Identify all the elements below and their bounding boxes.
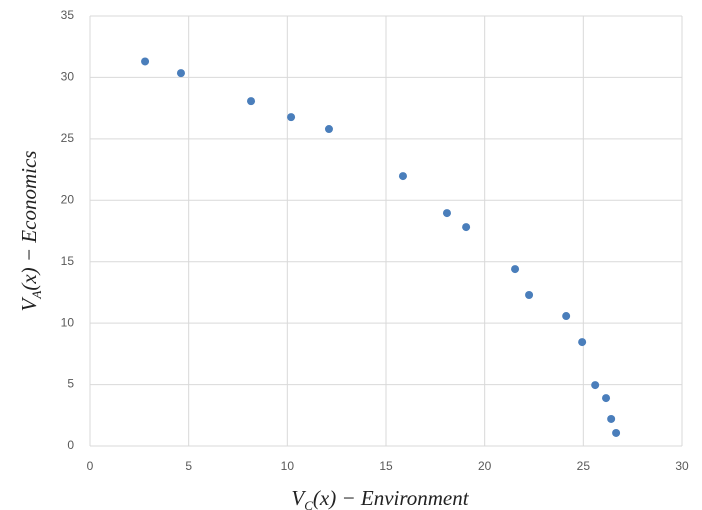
y-label-rest: (x) − Economics	[17, 151, 41, 291]
x-tick-label: 15	[379, 459, 393, 473]
y-tick-label: 5	[67, 377, 74, 391]
x-tick-label: 25	[577, 459, 591, 473]
x-tick-label: 10	[281, 459, 295, 473]
x-label-main: V	[291, 486, 306, 510]
x-label-sub: C	[304, 498, 313, 510]
y-tick-label: 20	[61, 192, 75, 206]
x-tick-label: 30	[675, 459, 689, 473]
point	[511, 265, 520, 274]
y-tick-label: 25	[61, 131, 75, 145]
x-label-rest: (x) − Environment	[313, 486, 470, 510]
y-tick-label: 30	[61, 70, 75, 84]
y-tick-label: 15	[61, 254, 75, 268]
point	[247, 97, 256, 106]
point	[578, 338, 587, 347]
point	[462, 223, 471, 232]
x-tick-label: 5	[185, 459, 192, 473]
point	[562, 312, 571, 321]
y-tick-label: 0	[67, 438, 74, 452]
point	[442, 209, 451, 218]
point	[141, 57, 150, 66]
y-tick-label: 35	[61, 8, 75, 22]
y-tick-label: 10	[61, 315, 75, 329]
point	[176, 69, 185, 78]
point	[612, 428, 621, 437]
point	[602, 394, 611, 403]
y-axis-label: VA(x) − Economics	[17, 151, 44, 312]
y-label-sub: A	[29, 291, 44, 300]
point	[287, 113, 296, 122]
x-tick-label: 0	[87, 459, 94, 473]
x-tick-label: 20	[478, 459, 492, 473]
point	[398, 172, 407, 181]
y-label-main: V	[17, 296, 41, 311]
point	[607, 414, 616, 423]
point	[324, 125, 333, 134]
x-axis-label: VC(x) − Environment	[291, 486, 469, 510]
point	[525, 291, 534, 300]
point	[591, 381, 600, 390]
